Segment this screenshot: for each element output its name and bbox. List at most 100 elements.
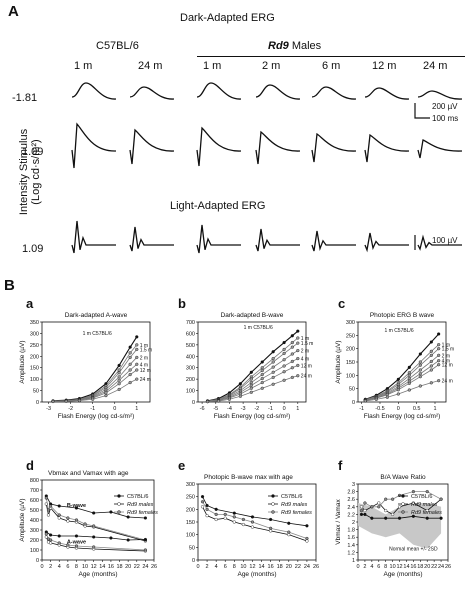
chart-c: -1 -0.5 0 0.5 1 0 50 100 150 200 250 300 Flash Energ… <box>335 312 454 420</box>
data-point <box>439 497 443 501</box>
data-point <box>128 351 132 355</box>
series-line <box>52 336 138 402</box>
data-point <box>109 510 113 514</box>
series-line <box>365 344 439 400</box>
y-tick-label: 3 <box>352 482 355 488</box>
data-point <box>241 517 245 522</box>
x-tick-label: 16 <box>268 564 274 570</box>
series-line <box>207 337 299 402</box>
data-point <box>74 518 79 522</box>
data-point <box>135 355 139 360</box>
y-tick-label: 300 <box>30 528 39 534</box>
data-point <box>83 522 87 526</box>
series-label: 24 m <box>301 374 312 380</box>
series-label: 1 m C57BL/6 <box>244 325 273 331</box>
dark-adapted-title: Dark-Adapted ERG <box>180 12 275 24</box>
data-point <box>407 376 411 381</box>
y-tick-label: 300 <box>186 482 195 488</box>
erg-trace-r2-c6 <box>417 234 462 251</box>
x-tick-label: 10 <box>390 564 396 570</box>
chart-b-frame <box>197 321 307 403</box>
y-tick-label: 2.6 <box>347 497 355 503</box>
data-point <box>437 353 441 357</box>
y-tick-label: 100 <box>346 373 355 379</box>
data-point <box>44 532 48 536</box>
age-label-rd9-2m: 2 m <box>262 60 281 72</box>
y-tick-label: 100 <box>30 377 39 383</box>
series-line <box>207 375 298 403</box>
y-tick-label: 0 <box>352 400 355 406</box>
series-line <box>207 365 298 402</box>
series-label: 1.5 m <box>301 341 314 347</box>
data-point <box>296 329 300 333</box>
data-point <box>74 506 79 510</box>
data-point <box>396 392 400 396</box>
data-point <box>411 501 415 505</box>
data-point <box>260 376 264 381</box>
x-tick-label: 2 <box>363 564 366 570</box>
y-tick-label: 1 <box>352 558 355 564</box>
x-tick-label: 22 <box>295 564 301 570</box>
series-label: 12 m <box>140 368 151 374</box>
age-label-rd9-1m: 1 m <box>203 60 222 72</box>
x-tick-label: 4 <box>370 564 373 570</box>
y-tick-label: 50 <box>349 387 355 393</box>
y-tick-label: 700 <box>186 320 195 326</box>
erg-trace-r2-c3 <box>255 228 300 252</box>
data-point <box>437 347 441 351</box>
data-point <box>223 512 227 516</box>
x-tick-label: -1 <box>268 406 273 412</box>
data-point <box>135 335 139 339</box>
y-tick-label: 2.2 <box>347 512 355 518</box>
data-point <box>282 347 286 352</box>
data-point <box>57 504 61 508</box>
x-tick-label: 6 <box>66 564 69 570</box>
data-point <box>437 363 441 367</box>
data-point <box>117 378 121 382</box>
x-tick-label: 22 <box>431 564 437 570</box>
x-tick-label: 18 <box>417 564 423 570</box>
data-point <box>109 536 113 540</box>
y-tick-label: 150 <box>186 520 195 526</box>
x-tick-label: 26 <box>151 564 157 570</box>
y-tick-label: 300 <box>346 320 355 326</box>
row-label-dark-2: 1.09 <box>22 146 44 158</box>
data-point <box>359 509 364 513</box>
chart-d-frame <box>41 479 155 561</box>
series-label: 12 m <box>301 363 312 369</box>
data-point <box>57 534 61 538</box>
y-tick-label: 200 <box>186 507 195 513</box>
series-line <box>202 506 308 542</box>
series-line <box>53 378 137 402</box>
data-point <box>143 537 147 542</box>
data-point <box>437 379 441 383</box>
data-point <box>260 368 264 373</box>
data-point <box>282 340 286 345</box>
x-tick-label: -1 <box>90 406 95 412</box>
series-line <box>202 501 308 539</box>
x-tick-label: 4 <box>58 564 61 570</box>
x-tick-label: 26 <box>313 564 319 570</box>
data-point <box>296 341 300 345</box>
data-point <box>232 515 236 519</box>
data-point <box>250 520 255 524</box>
x-tick-label: 14 <box>403 564 409 570</box>
data-point <box>214 517 218 522</box>
x-tick-label: 10 <box>82 564 88 570</box>
data-point <box>290 359 294 364</box>
data-point <box>143 548 147 552</box>
light-scale-amp: 100 µV <box>432 236 458 245</box>
x-tick-label: 24 <box>304 564 310 570</box>
data-point <box>205 514 209 518</box>
chart-title: Vbmax and Vamax with age <box>48 470 129 477</box>
y-tick-label: 500 <box>30 508 39 514</box>
y-tick-label: 2 <box>352 520 355 526</box>
x-tick-label: 26 <box>445 564 451 570</box>
erg-trace-r1-c2 <box>196 126 242 167</box>
data-point <box>418 363 422 367</box>
y-tick-label: 50 <box>33 389 39 395</box>
erg-trace-r0-c1 <box>129 86 175 100</box>
x-tick-label: 20 <box>286 564 292 570</box>
